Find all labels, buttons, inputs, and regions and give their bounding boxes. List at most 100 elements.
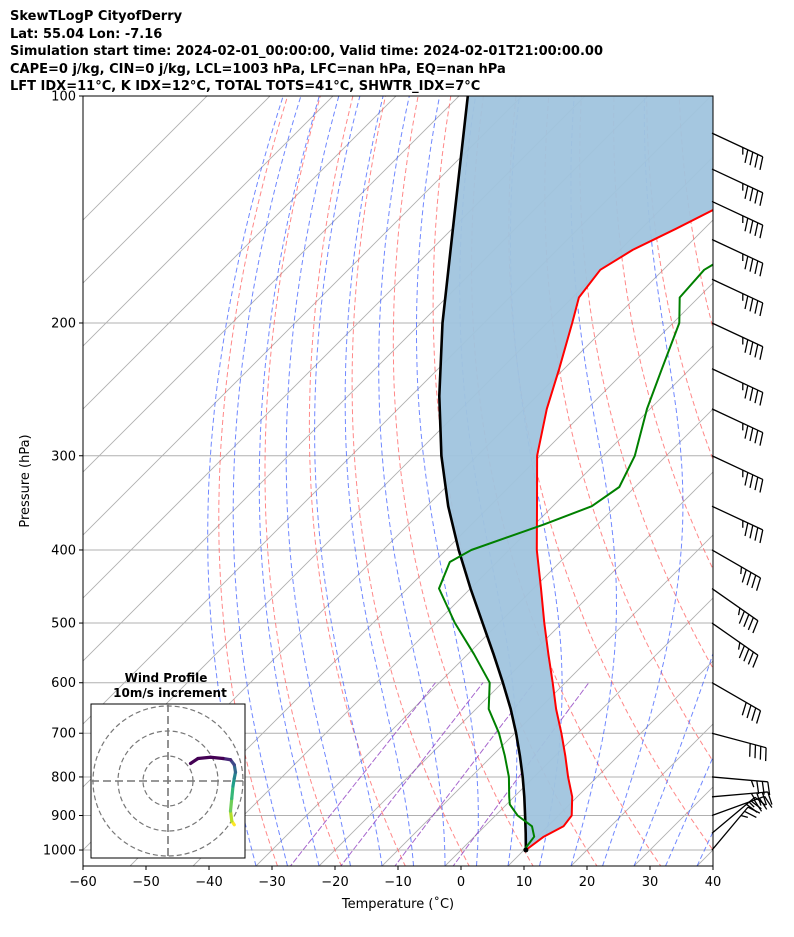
barb-feather bbox=[738, 645, 745, 659]
y-tick-label: 800 bbox=[51, 770, 76, 785]
barb-feather bbox=[752, 654, 759, 668]
wind-barb bbox=[711, 200, 764, 239]
x-tick-label: 10 bbox=[516, 875, 533, 890]
hodograph-segment bbox=[196, 755, 213, 761]
temperature-line bbox=[525, 208, 713, 851]
isotherm-line bbox=[570, 723, 713, 866]
barb-feather bbox=[767, 781, 771, 796]
isotherm-line bbox=[83, 96, 523, 536]
moist-adiabat bbox=[285, 96, 351, 866]
barb-feather bbox=[759, 346, 764, 360]
barb-feather bbox=[754, 154, 759, 168]
mixing-ratio-line bbox=[289, 682, 436, 866]
dry-adiabat bbox=[264, 96, 342, 866]
isotherm-line bbox=[83, 96, 397, 410]
barb-feather bbox=[749, 387, 754, 401]
barb-staff bbox=[711, 200, 764, 226]
barb-staff bbox=[711, 549, 761, 579]
barb-feather bbox=[754, 300, 759, 314]
hodograph-segment bbox=[188, 756, 200, 766]
moist-adiabat bbox=[207, 96, 284, 866]
barb-staff bbox=[711, 682, 761, 712]
barb-feather bbox=[756, 792, 762, 806]
moist-adiabat bbox=[570, 96, 617, 866]
barb-feather bbox=[740, 566, 743, 575]
barb-feather bbox=[755, 577, 762, 591]
wind-barb bbox=[711, 796, 766, 834]
y-tick-label: 500 bbox=[51, 617, 76, 632]
simulation-time: Simulation start time: 2024-02-01_00:00:… bbox=[10, 44, 603, 59]
mixing-ratio-line bbox=[394, 682, 535, 866]
y-tick-label: 900 bbox=[51, 809, 76, 824]
barb-feather bbox=[737, 607, 741, 616]
sounding-profiles bbox=[437, 96, 713, 853]
barb-staff bbox=[711, 791, 768, 798]
hodograph-segment bbox=[228, 809, 234, 823]
barb-staff bbox=[711, 168, 764, 194]
isotherm-line bbox=[381, 534, 713, 866]
barb-feather bbox=[744, 810, 757, 818]
x-tick-label: 30 bbox=[642, 875, 659, 890]
barb-feather bbox=[761, 792, 768, 806]
wind-barb bbox=[711, 368, 764, 406]
y-tick-label: 200 bbox=[51, 316, 76, 331]
hodograph-title: Wind Profile bbox=[125, 671, 208, 685]
cape-cin-line: CAPE=0 j/kg, CIN=0 j/kg, LCL=1003 hPa, L… bbox=[10, 61, 506, 77]
barb-staff bbox=[711, 776, 768, 783]
chart-header: SkewTLogP CityofDerry Lat: 55.04 Lon: -7… bbox=[10, 8, 603, 96]
barb-staff bbox=[711, 806, 749, 851]
lcl-marker bbox=[523, 847, 529, 853]
y-tick-label: 700 bbox=[51, 727, 76, 742]
moist-adiabat bbox=[344, 96, 414, 866]
wind-barbs bbox=[711, 132, 773, 851]
barb-feather bbox=[754, 222, 759, 236]
x-tick-label: −60 bbox=[69, 875, 96, 890]
barb-feather bbox=[750, 780, 755, 788]
x-tick-label: −20 bbox=[321, 875, 348, 890]
barb-feather bbox=[759, 156, 764, 170]
wind-barb bbox=[711, 408, 764, 446]
hodograph-segment bbox=[228, 796, 234, 813]
barb-feather bbox=[753, 799, 763, 812]
wind-barb bbox=[711, 776, 771, 796]
barb-feather bbox=[759, 225, 764, 239]
barb-feather bbox=[741, 702, 747, 716]
wind-barb bbox=[711, 168, 764, 206]
barb-feather bbox=[744, 425, 749, 439]
barb-feather bbox=[744, 339, 749, 353]
isotherm-line bbox=[444, 597, 713, 866]
x-axis-title: Temperature (˚C) bbox=[341, 896, 454, 912]
barb-staff bbox=[711, 505, 764, 531]
y-tick-label: 400 bbox=[51, 543, 76, 558]
x-tick-label: −40 bbox=[195, 875, 222, 890]
axes: −60 −50 −40 −30 −20 −10 0 10 20 30 40 1000 900 800 700… bbox=[43, 90, 721, 891]
barb-feather bbox=[755, 710, 762, 724]
barb-feather bbox=[767, 791, 773, 805]
cin-shading bbox=[439, 96, 713, 850]
wind-barb bbox=[711, 732, 767, 762]
x-tick-label: −50 bbox=[132, 875, 159, 890]
barb-feather bbox=[744, 256, 749, 270]
lat-lon: Lat: 55.04 Lon: -7.16 bbox=[10, 26, 163, 42]
barb-feather bbox=[754, 430, 759, 444]
barb-feather bbox=[754, 527, 759, 541]
wind-barb bbox=[711, 588, 759, 634]
barb-staff bbox=[711, 322, 764, 348]
wind-barb bbox=[711, 682, 762, 724]
dry-adiabat bbox=[392, 96, 534, 866]
barb-feather bbox=[750, 793, 756, 800]
moist-adiabat bbox=[378, 96, 446, 866]
barb-feather bbox=[749, 525, 754, 539]
barb-feather bbox=[749, 220, 754, 234]
isotherm-line bbox=[318, 471, 713, 866]
wind-barb bbox=[711, 549, 762, 591]
barb-feather bbox=[749, 151, 754, 166]
barb-feather bbox=[759, 263, 764, 277]
barb-feather bbox=[748, 801, 755, 808]
cape-area bbox=[439, 96, 713, 850]
barb-feather bbox=[749, 427, 754, 442]
barb-staff bbox=[711, 588, 759, 622]
barb-staff bbox=[711, 796, 756, 834]
isotherm-line bbox=[192, 345, 713, 866]
